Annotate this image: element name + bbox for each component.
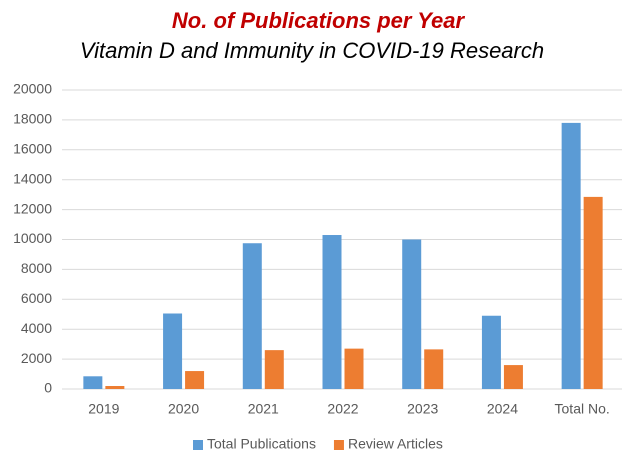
legend-swatch bbox=[333, 440, 344, 450]
legend-label: Review Articles bbox=[348, 436, 443, 452]
x-tick-label: 2023 bbox=[407, 401, 438, 417]
bar bbox=[163, 313, 183, 389]
y-tick-label: 0 bbox=[44, 380, 52, 396]
y-tick-label: 12000 bbox=[13, 200, 52, 216]
bar bbox=[402, 239, 422, 389]
x-tick-label: 2020 bbox=[168, 401, 199, 417]
y-tick-label: 18000 bbox=[13, 111, 52, 127]
x-tick-label: 2022 bbox=[327, 401, 358, 417]
chart-title: No. of Publications per Year bbox=[172, 8, 466, 33]
bar bbox=[83, 376, 103, 389]
y-tick-label: 10000 bbox=[13, 230, 52, 246]
legend-swatch bbox=[193, 440, 203, 450]
x-tick-label: 2024 bbox=[487, 401, 518, 417]
bar bbox=[424, 349, 444, 389]
bar bbox=[503, 365, 523, 389]
bar bbox=[583, 196, 603, 389]
bar bbox=[105, 386, 125, 389]
y-tick-label: 8000 bbox=[21, 260, 52, 276]
bar bbox=[481, 315, 501, 389]
x-tick-label: 2021 bbox=[248, 401, 279, 417]
bar bbox=[344, 348, 364, 389]
y-tick-label: 4000 bbox=[21, 320, 52, 336]
bar bbox=[185, 371, 205, 389]
y-tick-label: 16000 bbox=[13, 141, 52, 157]
y-tick-label: 20000 bbox=[13, 81, 52, 97]
bar bbox=[561, 122, 581, 389]
chart-subtitle: Vitamin D and Immunity in COVID-19 Resea… bbox=[80, 38, 544, 63]
bar bbox=[322, 235, 342, 389]
legend-label: Total Publications bbox=[207, 436, 316, 452]
y-tick-label: 6000 bbox=[21, 290, 52, 306]
y-tick-label: 2000 bbox=[21, 350, 52, 366]
bar bbox=[264, 350, 284, 389]
x-tick-label: Total No. bbox=[555, 401, 610, 417]
x-tick-label: 2019 bbox=[88, 401, 119, 417]
bar bbox=[242, 243, 262, 389]
y-tick-label: 14000 bbox=[13, 170, 52, 186]
